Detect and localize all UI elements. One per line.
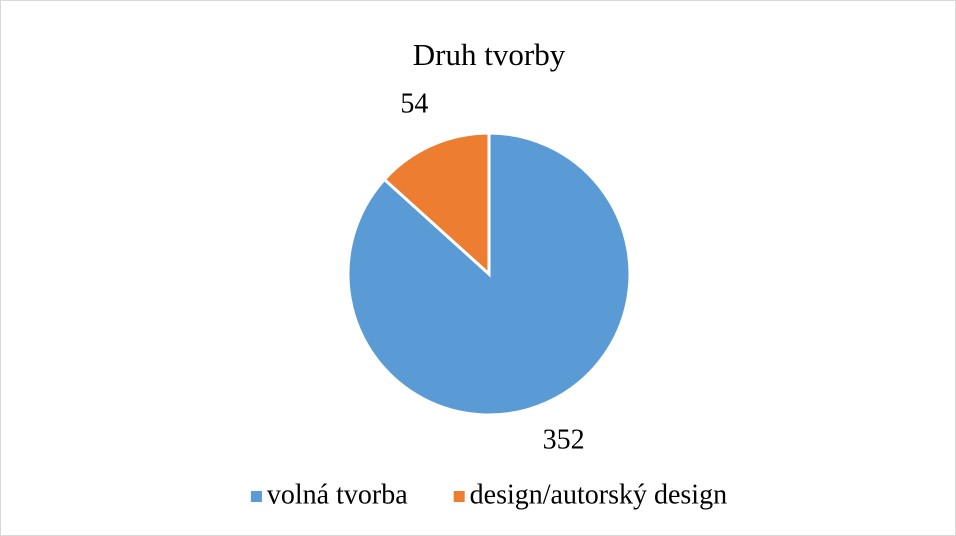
pie-slice [382,131,491,278]
legend-label: volná tvorba [267,479,408,510]
legend-label: design/autorský design [470,479,727,510]
legend-swatch [453,491,465,502]
data-label: 352 [543,425,585,456]
chart-title: Druh tvorby [413,37,566,72]
data-label: 54 [400,88,428,119]
legend-swatch [250,491,262,502]
